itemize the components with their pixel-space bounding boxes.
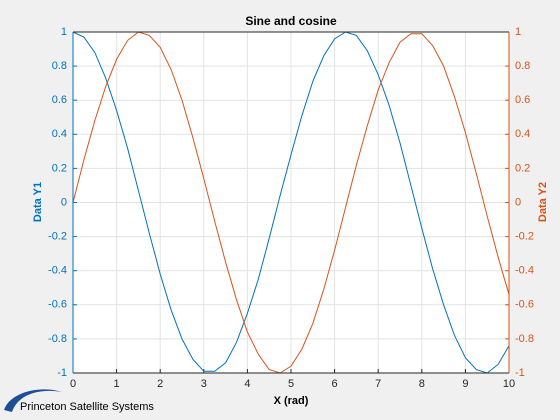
x-tick-label: 0 xyxy=(70,378,76,390)
data-line xyxy=(72,31,510,374)
logo-swoosh xyxy=(4,389,62,412)
x-tick-label: 10 xyxy=(503,378,515,390)
x-tick-label: 3 xyxy=(201,378,207,390)
y2-tick-label: -0.6 xyxy=(515,299,534,311)
x-tick-label: 7 xyxy=(375,378,381,390)
y2-tick-label: -0.8 xyxy=(515,333,534,345)
y2-tick-label: -1 xyxy=(515,367,525,379)
x-tick-label: 1 xyxy=(114,378,120,390)
x-axis-label: X (rad) xyxy=(274,395,309,407)
y-tick-label: 0.4 xyxy=(52,128,67,140)
y2-tick-label: 1 xyxy=(515,26,521,38)
x-tick-label: 4 xyxy=(244,378,250,390)
y-tick-label: 0.2 xyxy=(52,162,67,174)
y-tick-label: -0.4 xyxy=(48,265,67,277)
x-tick-label: 5 xyxy=(288,378,294,390)
y2-tick-label: 0.2 xyxy=(515,162,530,174)
y-tick-label: -0.2 xyxy=(48,231,67,243)
x-tick-label: 6 xyxy=(332,378,338,390)
y2-axis-label: Data Y2 xyxy=(537,182,549,222)
y-tick-label: 0.8 xyxy=(52,60,67,72)
y2-tick-label: 0.4 xyxy=(515,128,530,140)
x-tick-label: 9 xyxy=(462,378,468,390)
y-tick-label: -0.8 xyxy=(48,333,67,345)
y2-tick-label: 0 xyxy=(515,196,521,208)
y-tick-label: 0.6 xyxy=(52,94,67,106)
y2-tick-label: 0.6 xyxy=(515,94,530,106)
x-tick-label: 8 xyxy=(419,378,425,390)
y-tick-label: 1 xyxy=(61,26,67,38)
x-tick-label: 2 xyxy=(157,378,163,390)
y2-tick-label: 0.8 xyxy=(515,60,530,72)
data-line xyxy=(72,31,510,374)
chart-title: Sine and cosine xyxy=(245,14,337,28)
y-tick-label: 0 xyxy=(61,196,67,208)
y-tick-label: -0.6 xyxy=(48,299,67,311)
y2-tick-label: -0.4 xyxy=(515,265,534,277)
y-axis-label: Data Y1 xyxy=(32,182,44,222)
y-tick-label: -1 xyxy=(57,367,67,379)
y2-tick-label: -0.2 xyxy=(515,231,534,243)
logo-text: Princeton Satellite Systems xyxy=(20,401,154,413)
